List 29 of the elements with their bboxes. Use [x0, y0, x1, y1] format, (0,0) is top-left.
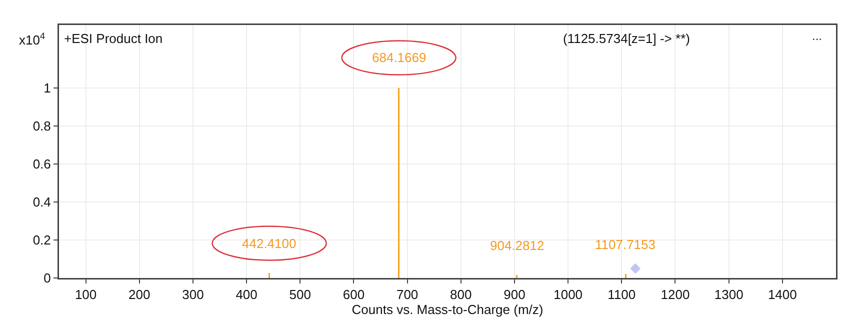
x-tick-label: 800: [450, 287, 472, 302]
x-tick-label: 1100: [608, 287, 636, 302]
annotation: 684.1669: [372, 50, 426, 65]
x-tick-label: 900: [504, 287, 526, 302]
text: +ESI Product Ion: [64, 31, 163, 46]
x-tick-label: 500: [289, 287, 311, 302]
y-tick-label: 0.2: [32, 232, 51, 248]
x-tick-label: 600: [342, 287, 365, 302]
x-axis-title: Counts vs. Mass-to-Charge (m/z): [352, 302, 544, 318]
y-tick-label: 0.4: [32, 194, 51, 210]
y-tick-label: 0: [44, 270, 51, 286]
annotation: ...: [812, 29, 822, 43]
annotation: 442.4100: [242, 236, 296, 251]
y-tick-label: 1: [44, 80, 51, 96]
x-tick-label: 1300: [714, 287, 744, 302]
x-tick-label: 300: [182, 287, 204, 302]
x-tick-label: 400: [236, 287, 258, 302]
y-tick-label: 0.8: [32, 118, 51, 134]
annotation: 1107.7153: [595, 237, 656, 252]
x-tick-label: 200: [128, 287, 150, 302]
x-tick-label: 1200: [660, 287, 690, 302]
x-tick-label: 700: [396, 287, 418, 302]
y-axis-title: x10$^{4}$: [19, 31, 46, 48]
annotation: 904.2812: [490, 238, 544, 253]
y-tick-label: 0.6: [32, 156, 51, 172]
text: (1125.5734[z=1] -> **): [563, 31, 690, 46]
x-tick-label: 1400: [768, 287, 797, 302]
x-tick-label: 1000: [554, 287, 583, 302]
x-tick-label: 100: [74, 287, 97, 302]
